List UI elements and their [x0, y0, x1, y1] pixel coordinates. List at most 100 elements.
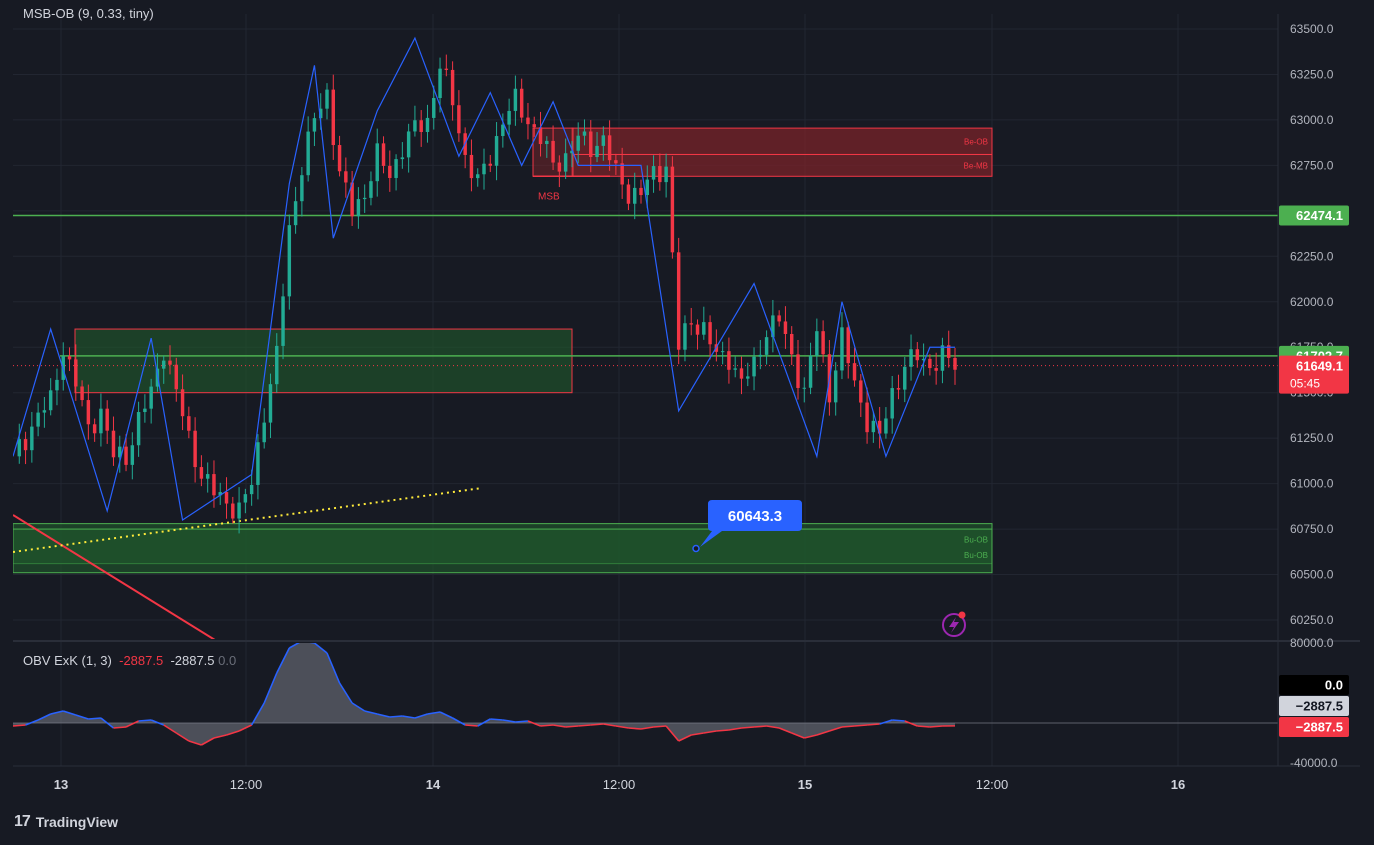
- candle-body[interactable]: [168, 360, 172, 365]
- candle-body[interactable]: [658, 166, 662, 183]
- candle-body[interactable]: [74, 359, 78, 387]
- candle-body[interactable]: [281, 296, 285, 346]
- candle-body[interactable]: [884, 418, 888, 434]
- candle-body[interactable]: [501, 124, 505, 137]
- candle-body[interactable]: [915, 349, 920, 361]
- candle-body[interactable]: [808, 355, 813, 388]
- candle-body[interactable]: [727, 351, 731, 370]
- candle-body[interactable]: [632, 187, 637, 204]
- candle-body[interactable]: [149, 386, 153, 409]
- candle-body[interactable]: [702, 322, 706, 335]
- candle-body[interactable]: [676, 252, 681, 350]
- candle-body[interactable]: [639, 187, 643, 196]
- candle-body[interactable]: [432, 98, 436, 118]
- alert-lightning-icon[interactable]: [942, 611, 966, 637]
- candle-body[interactable]: [783, 321, 788, 334]
- candle-body[interactable]: [708, 322, 712, 345]
- candle-body[interactable]: [450, 69, 455, 106]
- candle-body[interactable]: [205, 474, 210, 479]
- candle-body[interactable]: [99, 408, 103, 434]
- candle-body[interactable]: [789, 333, 794, 355]
- candle-body[interactable]: [344, 171, 348, 183]
- candle-body[interactable]: [469, 154, 474, 179]
- candle-body[interactable]: [683, 323, 687, 350]
- candle-body[interactable]: [802, 387, 807, 389]
- candle-body[interactable]: [833, 370, 838, 403]
- candle-body[interactable]: [852, 363, 857, 381]
- candle-body[interactable]: [318, 108, 323, 119]
- candle-body[interactable]: [626, 184, 631, 204]
- candle-body[interactable]: [55, 379, 59, 391]
- candle-body[interactable]: [526, 117, 530, 125]
- candle-body[interactable]: [143, 408, 147, 413]
- price-tooltip-bg[interactable]: [700, 500, 802, 547]
- candle-body[interactable]: [331, 89, 336, 146]
- candle-body[interactable]: [362, 197, 367, 200]
- candle-body[interactable]: [212, 474, 216, 496]
- candle-body[interactable]: [576, 135, 580, 151]
- candle-body[interactable]: [921, 358, 926, 361]
- candle-body[interactable]: [746, 376, 750, 379]
- candle-body[interactable]: [475, 174, 480, 179]
- candle-body[interactable]: [268, 384, 273, 423]
- candle-body[interactable]: [218, 492, 222, 496]
- candle-body[interactable]: [815, 331, 819, 356]
- candle-body[interactable]: [67, 356, 72, 360]
- candle-body[interactable]: [243, 494, 248, 503]
- candle-body[interactable]: [42, 410, 47, 413]
- candle-body[interactable]: [758, 354, 763, 357]
- tooltip-anchor-point[interactable]: [692, 544, 700, 553]
- candle-body[interactable]: [877, 420, 882, 434]
- candle-body[interactable]: [890, 388, 894, 419]
- candle-body[interactable]: [312, 118, 317, 132]
- candle-body[interactable]: [614, 160, 618, 164]
- candle-body[interactable]: [896, 388, 901, 390]
- candle-body[interactable]: [306, 131, 310, 176]
- candle-body[interactable]: [275, 345, 279, 385]
- candle-body[interactable]: [325, 89, 329, 109]
- main-indicator-title[interactable]: MSB-OB (9, 0.33, tiny): [23, 6, 154, 21]
- candle-body[interactable]: [871, 420, 876, 433]
- candle-body[interactable]: [193, 430, 197, 468]
- candle-body[interactable]: [651, 166, 656, 180]
- tradingview-brand[interactable]: 17 TradingView: [14, 813, 118, 831]
- candle-body[interactable]: [394, 159, 398, 178]
- candle-body[interactable]: [17, 439, 22, 457]
- candle-body[interactable]: [720, 351, 725, 353]
- candle-body[interactable]: [406, 131, 411, 158]
- candle-body[interactable]: [934, 368, 938, 371]
- candle-body[interactable]: [262, 422, 266, 443]
- candle-body[interactable]: [256, 442, 260, 485]
- candle-body[interactable]: [231, 503, 235, 519]
- candle-body[interactable]: [124, 446, 128, 465]
- candle-body[interactable]: [928, 358, 932, 369]
- candle-body[interactable]: [400, 157, 405, 160]
- candle-body[interactable]: [369, 181, 373, 198]
- candle-body[interactable]: [796, 354, 800, 388]
- candle-body[interactable]: [130, 445, 135, 465]
- candle-body[interactable]: [413, 120, 417, 132]
- candle-body[interactable]: [237, 502, 241, 519]
- candle-body[interactable]: [388, 165, 392, 178]
- candle-body[interactable]: [764, 337, 769, 355]
- candle-body[interactable]: [507, 110, 511, 125]
- candle-body[interactable]: [337, 145, 342, 172]
- candle-body[interactable]: [903, 366, 907, 390]
- trendline-yellow-dotted[interactable]: [13, 487, 483, 553]
- candle-body[interactable]: [105, 408, 109, 431]
- trendline-red[interactable]: [13, 514, 216, 640]
- candle-body[interactable]: [595, 145, 599, 158]
- candle-body[interactable]: [532, 124, 536, 128]
- candle-body[interactable]: [846, 327, 850, 364]
- candle-body[interactable]: [859, 380, 863, 403]
- candle-body[interactable]: [777, 315, 781, 322]
- candle-body[interactable]: [582, 131, 587, 136]
- candle-body[interactable]: [589, 131, 593, 158]
- candle-body[interactable]: [488, 163, 493, 166]
- candle-body[interactable]: [909, 349, 913, 367]
- candle-body[interactable]: [840, 327, 844, 371]
- candle-body[interactable]: [444, 68, 449, 70]
- candle-body[interactable]: [771, 315, 775, 338]
- candle-body[interactable]: [733, 368, 737, 370]
